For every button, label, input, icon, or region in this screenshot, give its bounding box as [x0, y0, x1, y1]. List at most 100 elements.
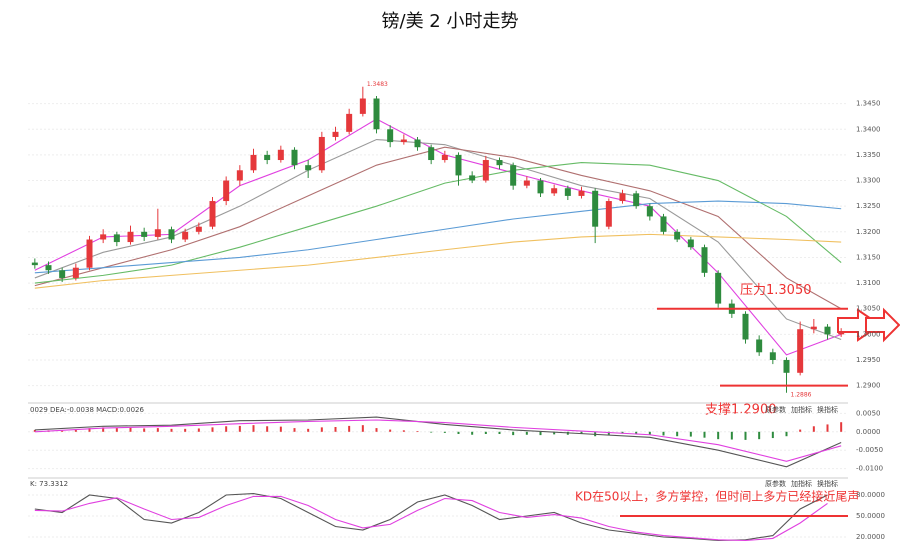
candle-body [195, 226, 202, 232]
y-tick-label: 20.0000 [856, 533, 885, 541]
dea-line [34, 419, 842, 462]
support-label: 支撑1.2900 [705, 403, 777, 418]
candle-body [797, 329, 804, 373]
kd-note: KD在50以上，多方掌控，但时间上多方已经接近尾声 [575, 489, 859, 504]
candle-body [209, 201, 216, 227]
macd-bar [758, 431, 761, 440]
macd-bar [143, 428, 146, 432]
candle-body [756, 339, 763, 353]
candle-body [701, 247, 708, 273]
y-tick-label: 80.0000 [856, 491, 885, 499]
indicator-button[interactable]: 原参数 [765, 405, 786, 414]
candle-body [619, 193, 626, 202]
candle-body [592, 190, 599, 227]
candle-body [291, 149, 298, 166]
moving-average [34, 200, 842, 274]
indicator-button[interactable]: 加指标 [791, 405, 812, 414]
macd-bar [703, 431, 706, 438]
macd-bar [279, 426, 282, 432]
indicator-button[interactable]: 原参数 [765, 479, 786, 488]
macd-bar [293, 428, 296, 432]
y-tick-label: 1.3100 [856, 279, 881, 287]
candle-body [264, 154, 271, 161]
candle-body [496, 160, 503, 166]
arrow-icon [865, 307, 900, 343]
macd-bar [812, 426, 815, 432]
d-line [34, 495, 828, 542]
macd-bar [689, 431, 692, 437]
macd-bar [840, 422, 843, 432]
candle-body [674, 231, 681, 240]
macd-bar [662, 431, 665, 436]
candle-body [59, 270, 66, 278]
candle-body [551, 188, 558, 194]
candle-body [838, 331, 845, 335]
candle-body [250, 154, 257, 171]
macd-bar [553, 431, 556, 435]
macd-bar [197, 428, 200, 432]
chart-title: 镑/美 2 小时走势 [382, 11, 519, 32]
macd-bar [799, 429, 802, 432]
candle-body [646, 206, 653, 217]
macd-bar [402, 430, 405, 432]
macd-bar [607, 431, 610, 435]
macd-bar [498, 431, 501, 434]
macd-bar [252, 425, 255, 432]
candle-body [428, 147, 435, 161]
candle-body [455, 154, 462, 176]
y-tick-label: 1.3200 [856, 228, 881, 236]
y-tick-label: 1.3400 [856, 125, 881, 133]
candle-body [469, 175, 476, 181]
macd-bar [416, 431, 419, 432]
moving-average [34, 233, 842, 289]
macd-bar [730, 431, 733, 440]
indicator-button[interactable]: 换指标 [817, 479, 838, 488]
macd-bar [785, 431, 788, 437]
macd-bar [744, 431, 747, 440]
macd-bar [348, 425, 351, 432]
candle-body [578, 190, 585, 196]
candle-body [373, 98, 380, 130]
candle-body [223, 180, 230, 202]
macd-bar [512, 431, 515, 436]
macd-bar [225, 426, 228, 432]
candle-body [660, 216, 667, 232]
macd-bar [74, 429, 77, 432]
candle-body [742, 313, 749, 340]
y-tick-label: 1.3450 [856, 100, 881, 108]
macd-bar [102, 427, 105, 432]
macd-bar [539, 431, 542, 436]
candle-body [141, 231, 148, 237]
macd-bar [129, 427, 132, 432]
y-tick-label: 1.3350 [856, 151, 881, 159]
high-label: 1.3483 [367, 81, 388, 88]
candle-body [605, 201, 612, 227]
candle-body [113, 234, 120, 243]
candle-body [824, 326, 831, 335]
resistance-label: 压力1.3050 [740, 283, 812, 298]
candle-body [810, 326, 817, 330]
y-tick-label: 0.0000 [856, 428, 881, 436]
y-tick-label: 1.2950 [856, 356, 881, 364]
k-line [34, 493, 828, 542]
candle-body [510, 165, 517, 186]
candle-body [277, 149, 284, 161]
low-label: 1.2886 [791, 391, 812, 398]
candle-body [236, 170, 243, 181]
macd-bar [88, 428, 91, 432]
candle-body [31, 262, 38, 266]
macd-bar [320, 427, 323, 432]
indicator-button[interactable]: 加指标 [791, 479, 812, 488]
macd-bar [826, 424, 829, 432]
candle-body [783, 359, 790, 373]
macd-bar [676, 431, 679, 437]
macd-bar [375, 428, 378, 432]
macd-bar [717, 431, 720, 440]
candle-body [687, 239, 694, 248]
y-tick-label: 1.3250 [856, 202, 881, 210]
indicator-button[interactable]: 换指标 [817, 405, 838, 414]
candle-body [482, 160, 489, 181]
candle-body [400, 139, 407, 143]
candle-body [332, 131, 339, 137]
